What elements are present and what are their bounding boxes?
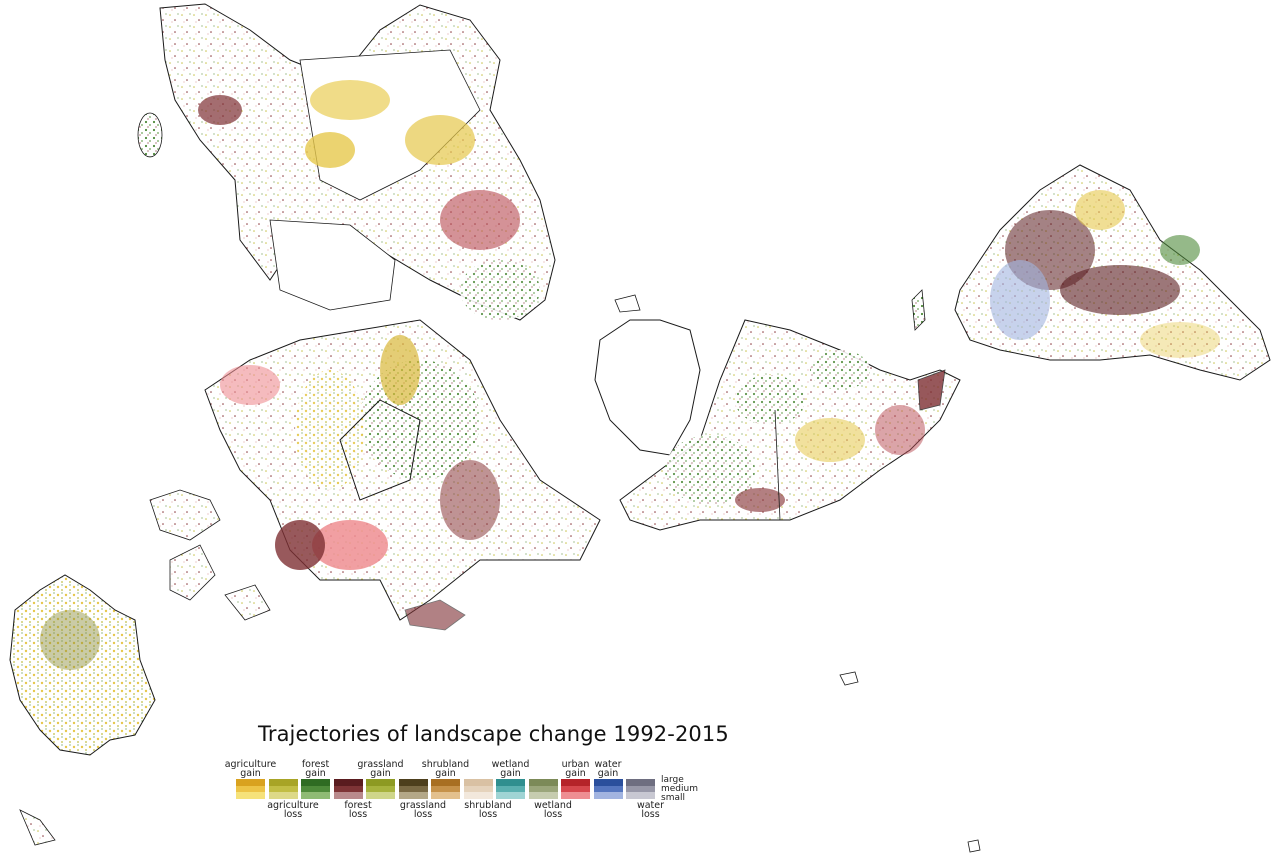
- landmass-eurasia: [619, 319, 961, 531]
- landmass-north-america: [137, 3, 556, 321]
- landmass-australia: [9, 574, 156, 846]
- landmass-greenland: [594, 294, 701, 456]
- small-islands: [839, 289, 981, 853]
- landmass-south-america: [204, 319, 601, 621]
- landmass-caribbean-islands: [149, 489, 466, 631]
- map-title: Trajectories of landscape change 1992-20…: [258, 722, 729, 746]
- landmass-africa: [954, 164, 1271, 381]
